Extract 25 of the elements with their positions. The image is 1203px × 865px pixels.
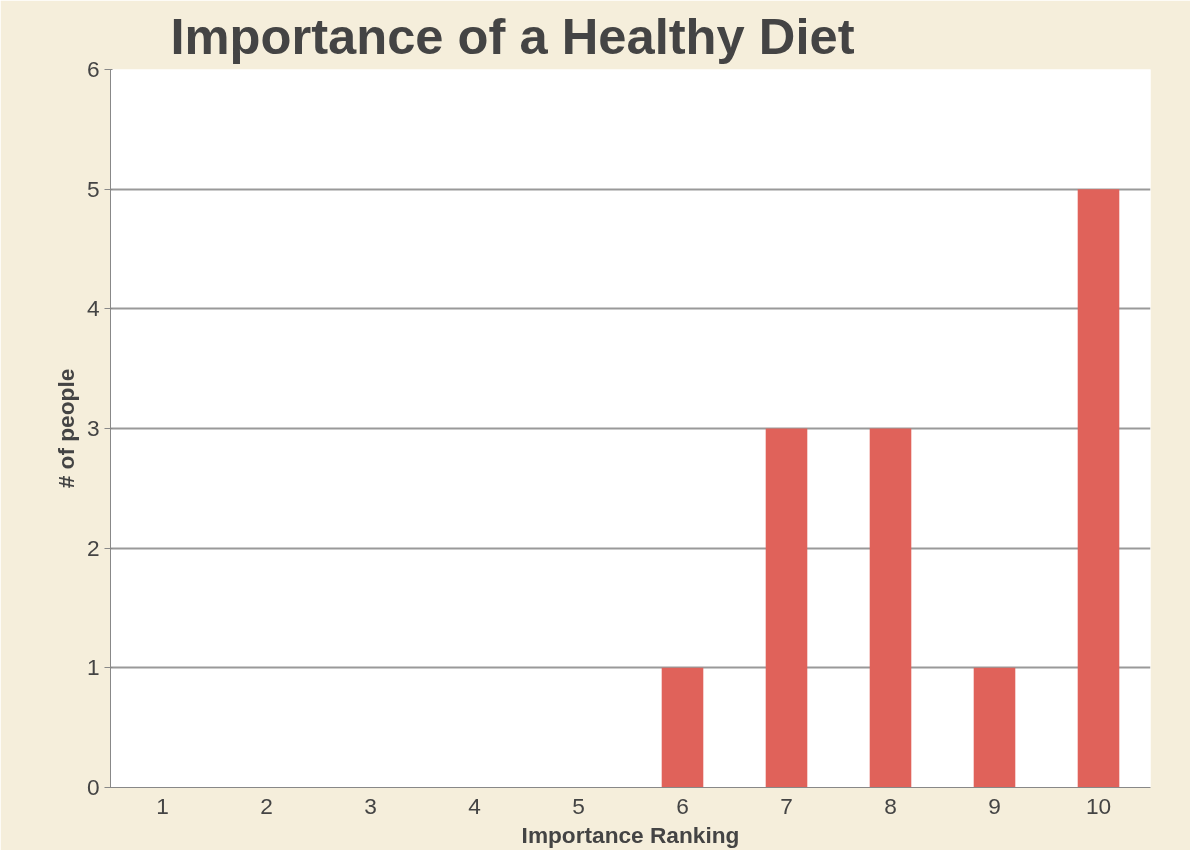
- bar: [765, 428, 808, 788]
- x-axis-title: Importance Ranking: [521, 821, 740, 848]
- x-tick-label: 8: [884, 792, 897, 819]
- bar: [661, 667, 704, 788]
- y-tick-label: 1: [86, 654, 100, 681]
- y-tick-label: 2: [86, 534, 100, 561]
- y-tick-label: 0: [86, 774, 100, 800]
- y-tick-label: 3: [86, 415, 100, 441]
- y-tick-label: 6: [86, 56, 100, 82]
- x-tick-label: 2: [260, 792, 273, 819]
- x-tick-label: 10: [1085, 792, 1112, 819]
- y-tick-label: 5: [86, 175, 100, 202]
- x-tick-label: 1: [156, 792, 169, 819]
- x-tick-label: 5: [572, 792, 585, 819]
- x-tick-label: 9: [988, 792, 1001, 819]
- chart-title: Importance of a Healthy Diet: [170, 7, 855, 65]
- y-tick-label: 4: [86, 295, 100, 322]
- x-tick-label: 4: [468, 792, 481, 819]
- x-tick-label: 3: [364, 792, 377, 819]
- x-tick-label: 7: [780, 792, 793, 819]
- bar: [1077, 189, 1120, 788]
- bar: [973, 667, 1016, 788]
- x-tick-label: 6: [676, 792, 689, 819]
- y-axis-title: # of people: [52, 368, 79, 489]
- bar: [869, 428, 912, 788]
